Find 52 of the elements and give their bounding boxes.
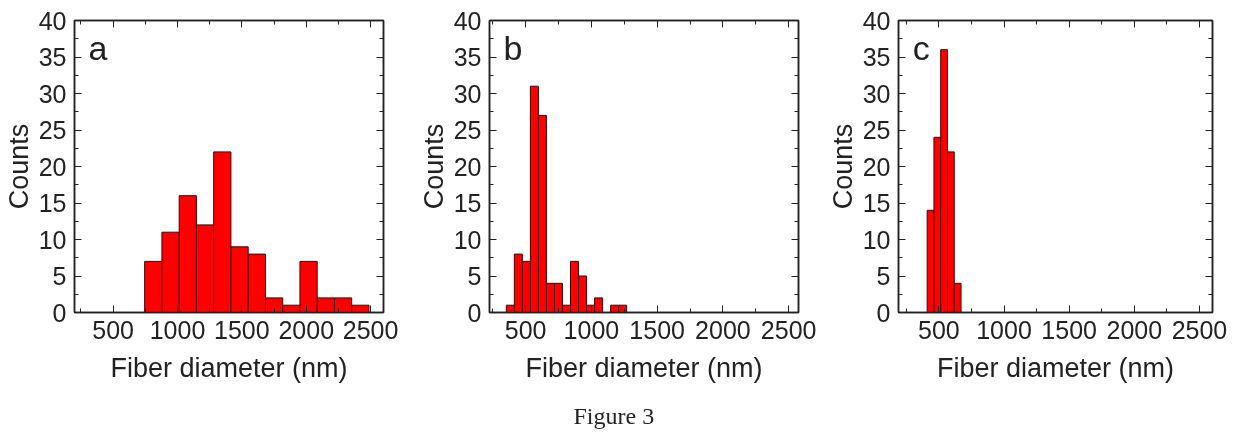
y-axis-title: Counts	[3, 123, 34, 210]
x-tick-label: 2500	[1171, 315, 1228, 344]
y-axis-title: Counts	[418, 123, 449, 210]
y-tick-label: 20	[862, 152, 891, 181]
y-tick-label: 10	[862, 225, 891, 254]
y-tick-label: 35	[38, 43, 67, 71]
y-tick-label: 0	[52, 298, 67, 327]
x-tick-label: 2500	[760, 315, 817, 344]
y-tick-label: 25	[862, 116, 891, 144]
y-tick-label: 15	[453, 189, 482, 217]
x-tick-label: 2500	[342, 315, 399, 344]
x-axis-title: Fiber diameter (nm)	[110, 352, 348, 383]
y-tick-label: 0	[876, 298, 891, 327]
y-tick-label: 10	[38, 225, 67, 254]
y-tick-label: 5	[52, 262, 67, 290]
y-tick-label: 40	[862, 6, 891, 35]
y-tick-label: 20	[453, 152, 482, 181]
y-tick-label: 25	[38, 116, 67, 144]
caption: Figure 3	[573, 402, 655, 429]
y-tick-label: 15	[862, 189, 891, 217]
x-tick-label: 1500	[629, 315, 685, 344]
x-tick-label: 1500	[1041, 315, 1097, 344]
y-tick-label: 35	[862, 43, 891, 71]
x-tick-label: 1500	[214, 315, 270, 344]
x-tick-label: 2000	[278, 315, 335, 344]
y-tick-label: 10	[453, 225, 482, 254]
x-tick-label: 1000	[976, 315, 1032, 344]
y-tick-label: 0	[467, 298, 482, 327]
x-tick-label: 1000	[149, 315, 206, 344]
x-tick-label: 500	[918, 315, 960, 344]
x-axis-title: Fiber diameter (nm)	[936, 352, 1175, 383]
y-tick-label: 40	[38, 6, 67, 35]
x-tick-label: 500	[92, 315, 134, 344]
y-tick-label: 30	[453, 79, 482, 108]
y-tick-label: 15	[38, 189, 67, 217]
y-tick-label: 5	[467, 262, 482, 290]
y-tick-label: 30	[862, 79, 891, 108]
x-tick-label: 2000	[695, 315, 751, 344]
x-tick-label: 2000	[1106, 315, 1163, 344]
y-axis-title: Counts	[827, 123, 858, 210]
y-tick-label: 5	[876, 262, 891, 290]
x-axis-title: Fiber diameter (nm)	[525, 352, 763, 383]
y-tick-label: 20	[38, 152, 67, 181]
y-tick-label: 40	[453, 6, 482, 35]
y-tick-label: 35	[453, 43, 482, 71]
annotation: b	[503, 29, 523, 68]
y-tick-label: 25	[453, 116, 482, 144]
x-tick-label: 1000	[563, 315, 620, 344]
y-tick-label: 30	[38, 79, 67, 108]
x-tick-label: 500	[504, 315, 547, 344]
annotation: a	[88, 29, 108, 68]
annotation: c	[912, 29, 930, 68]
